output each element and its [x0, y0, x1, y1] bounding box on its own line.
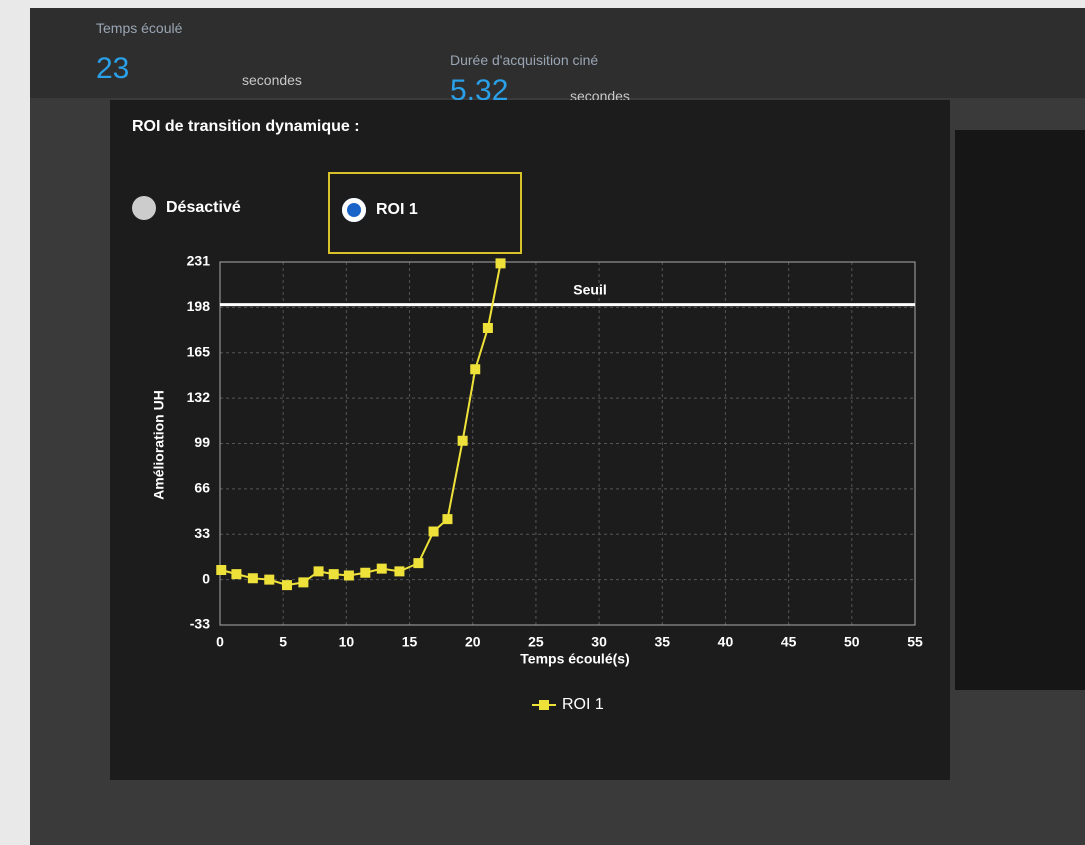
x-tick-label: 30	[591, 634, 607, 650]
marker	[483, 323, 493, 333]
y-axis-title: Amélioration UH	[151, 390, 167, 500]
x-tick-label: 55	[907, 634, 923, 650]
x-tick-label: 45	[781, 634, 797, 650]
y-tick-label: 0	[202, 570, 210, 586]
marker	[377, 564, 387, 574]
x-tick-label: 10	[339, 634, 355, 650]
x-tick-label: 5	[279, 634, 287, 650]
marker	[360, 568, 370, 578]
marker	[442, 514, 452, 524]
x-tick-label: 50	[844, 634, 860, 650]
x-tick-label: 40	[718, 634, 734, 650]
marker	[216, 565, 226, 575]
series-line	[221, 263, 500, 585]
legend-label: ROI 1	[562, 696, 604, 713]
y-tick-label: 231	[187, 253, 211, 269]
x-tick-label: 35	[654, 634, 670, 650]
marker	[314, 566, 324, 576]
x-tick-label: 0	[216, 634, 224, 650]
marker	[470, 364, 480, 374]
marker	[329, 569, 339, 579]
y-tick-label: 165	[187, 343, 211, 359]
marker	[413, 558, 423, 568]
marker	[429, 527, 439, 537]
marker	[394, 566, 404, 576]
chart: Amélioration UH Temps écoulé(s) -33 0 33 66…	[0, 0, 1085, 845]
marker	[458, 436, 468, 446]
x-axis-title: Temps écoulé(s)	[520, 651, 629, 667]
marker	[282, 580, 292, 590]
marker	[298, 577, 308, 587]
marker	[264, 575, 274, 585]
y-tick-label: 66	[194, 480, 210, 496]
threshold-label: Seuil	[573, 281, 606, 297]
x-tick-label: 20	[465, 634, 481, 650]
y-tick-label: -33	[190, 616, 210, 632]
marker	[231, 569, 241, 579]
marker	[496, 258, 506, 268]
y-tick-label: 33	[194, 525, 210, 541]
y-tick-label: 198	[187, 298, 211, 314]
x-tick-label: 25	[528, 634, 544, 650]
legend-marker	[539, 700, 549, 710]
y-tick-label: 99	[194, 434, 210, 450]
marker	[248, 573, 258, 583]
y-tick-label: 132	[187, 389, 211, 405]
x-tick-label: 15	[402, 634, 418, 650]
marker	[344, 571, 354, 581]
